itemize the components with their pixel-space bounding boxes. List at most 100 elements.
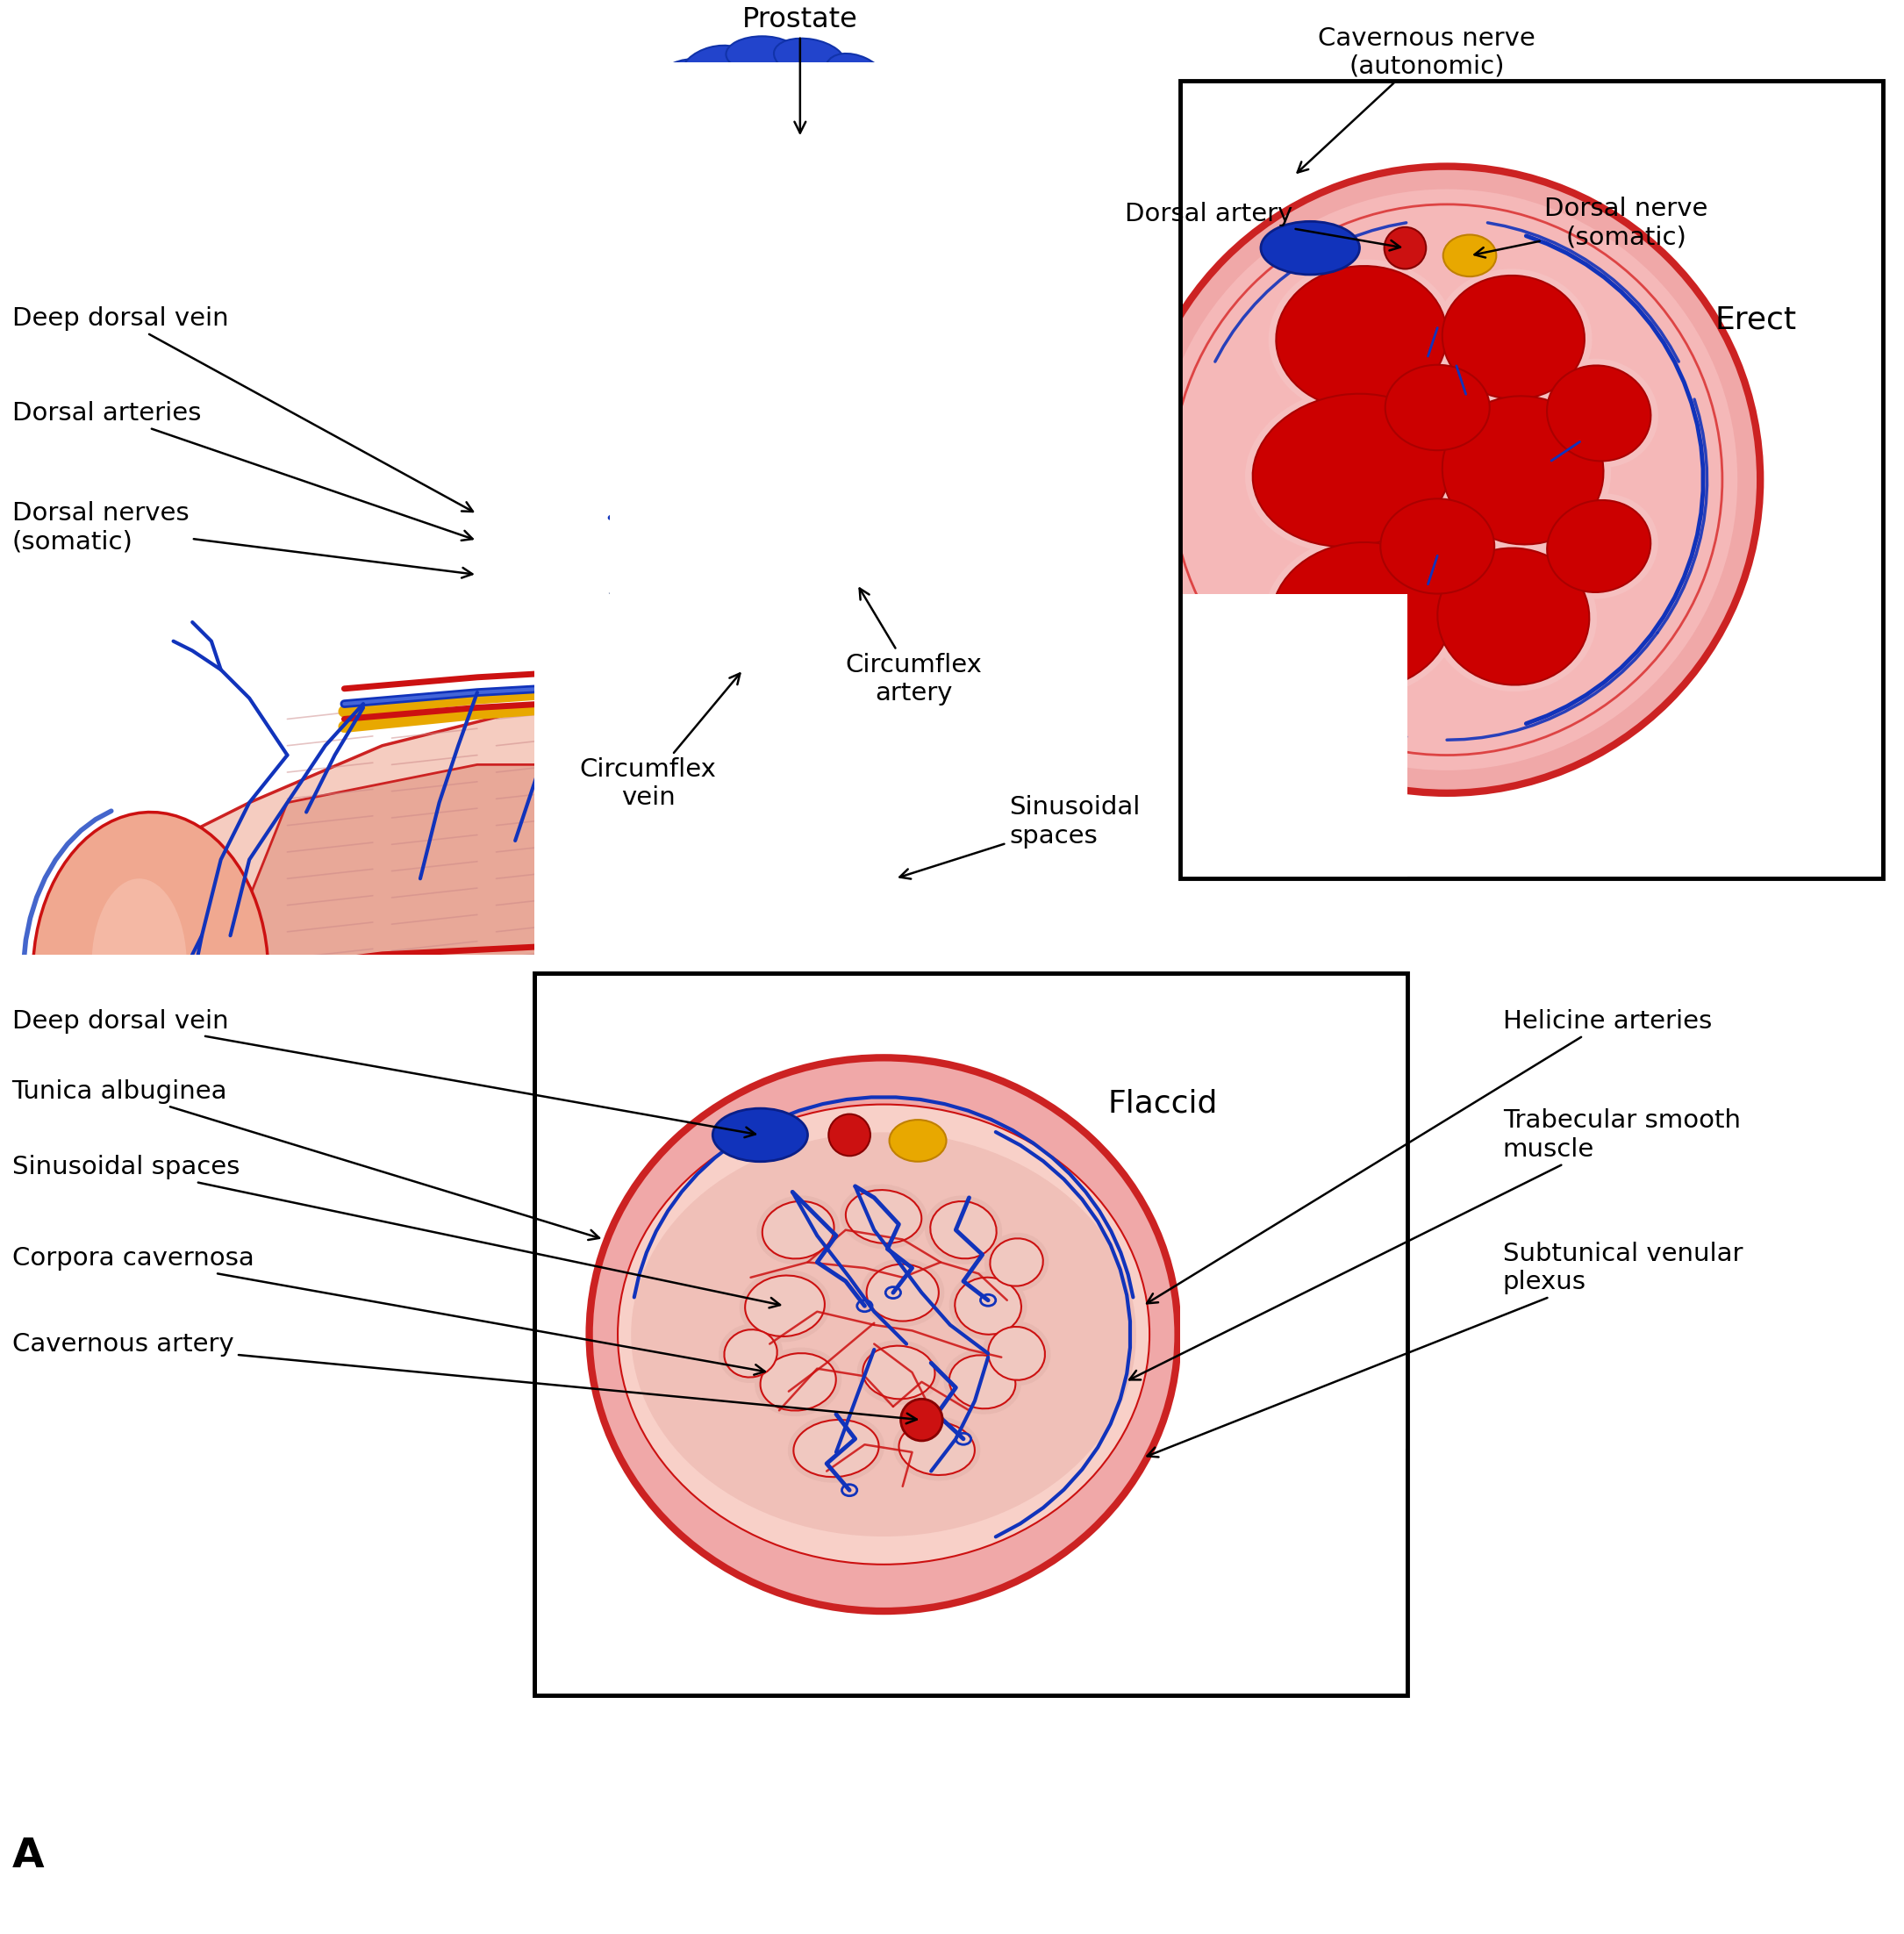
Ellipse shape [956,1276,1021,1334]
Ellipse shape [863,1346,935,1398]
Ellipse shape [950,1273,1026,1340]
Ellipse shape [893,1416,981,1481]
Text: Circumflex
artery: Circumflex artery [845,588,982,706]
Bar [609,62,1180,897]
Ellipse shape [866,1265,939,1321]
Ellipse shape [1245,387,1458,553]
Ellipse shape [1373,491,1502,600]
Text: Deep dorsal vein: Deep dorsal vein [11,306,472,513]
Text: Cavernous nerve
(autonomic): Cavernous nerve (autonomic) [1297,25,1535,172]
Ellipse shape [1133,166,1761,793]
Ellipse shape [1156,190,1738,770]
Ellipse shape [630,1131,1137,1536]
Ellipse shape [828,1114,870,1157]
Ellipse shape [857,1340,941,1404]
Ellipse shape [984,1232,1049,1292]
Polygon shape [249,764,1161,1077]
Ellipse shape [874,85,923,133]
Text: Helicine arteries: Helicine arteries [1146,1010,1712,1304]
Ellipse shape [796,153,863,219]
Ellipse shape [773,39,845,77]
Ellipse shape [718,1325,783,1383]
Polygon shape [32,812,268,1135]
Ellipse shape [733,70,790,112]
Ellipse shape [1386,366,1489,451]
Ellipse shape [1540,493,1658,600]
Ellipse shape [1430,542,1597,692]
Ellipse shape [739,1271,830,1342]
Ellipse shape [644,60,710,110]
Ellipse shape [1276,267,1447,408]
Ellipse shape [982,1321,1051,1387]
Text: Sinusoidal
spaces: Sinusoidal spaces [901,795,1140,878]
Polygon shape [914,118,1521,1011]
Ellipse shape [840,1184,927,1249]
Text: Subtunical venular
plexus: Subtunical venular plexus [1148,1242,1742,1456]
Ellipse shape [931,1201,996,1259]
Polygon shape [249,946,1104,1116]
Ellipse shape [744,1275,824,1336]
Bar [1180,878,1883,1449]
Ellipse shape [756,1195,840,1265]
Ellipse shape [760,1354,836,1410]
Text: Dorsal nerve
(somatic): Dorsal nerve (somatic) [1474,197,1708,257]
Ellipse shape [944,1350,1021,1414]
Ellipse shape [861,1259,944,1327]
Text: A: A [11,1835,44,1876]
Ellipse shape [990,1238,1043,1286]
Ellipse shape [725,37,798,72]
Ellipse shape [901,1398,942,1441]
Text: Corpora cavernosa: Corpora cavernosa [11,1245,765,1375]
Ellipse shape [1260,220,1359,275]
Ellipse shape [588,1058,1179,1611]
Polygon shape [628,58,933,306]
Ellipse shape [1438,547,1590,685]
Ellipse shape [1384,226,1426,269]
Text: Flaccid: Flaccid [1108,1089,1219,1118]
Bar [1883,62,1904,897]
Ellipse shape [845,1189,922,1244]
Ellipse shape [724,95,819,190]
Bar [1180,81,1883,878]
Ellipse shape [1443,396,1603,545]
Ellipse shape [91,878,187,1050]
Text: Circumflex
vein: Circumflex vein [579,673,741,810]
Bar [535,1696,1407,1934]
Ellipse shape [1264,536,1458,698]
Text: Cavernous artery: Cavernous artery [11,1333,916,1423]
Ellipse shape [1272,542,1451,690]
Text: Sinusoidal spaces: Sinusoidal spaces [11,1155,781,1307]
Text: Dorsal artery: Dorsal artery [1125,201,1399,251]
Ellipse shape [762,1201,834,1259]
Ellipse shape [1540,358,1658,468]
Ellipse shape [617,1104,1150,1565]
Bar [535,973,1407,1696]
Ellipse shape [925,1195,1002,1265]
Polygon shape [126,679,1238,1259]
Ellipse shape [699,161,756,220]
Ellipse shape [826,54,889,101]
Ellipse shape [1441,275,1584,398]
Ellipse shape [788,1414,885,1483]
Text: Deep dorsal vein: Deep dorsal vein [11,1010,756,1137]
Ellipse shape [682,44,746,85]
Ellipse shape [988,1327,1045,1381]
Text: Prostate: Prostate [743,6,859,133]
Ellipse shape [1380,499,1495,594]
Bar [1180,81,1883,878]
Ellipse shape [824,89,872,130]
Polygon shape [97,1164,1238,1373]
Ellipse shape [754,1348,842,1416]
Text: Erect: Erect [1716,306,1797,335]
Ellipse shape [1268,259,1455,416]
Ellipse shape [1548,501,1651,592]
Ellipse shape [724,1329,777,1377]
Ellipse shape [1378,358,1497,456]
Bar [535,973,1407,1696]
Text: Dorsal nerves
(somatic): Dorsal nerves (somatic) [11,501,472,578]
Ellipse shape [794,1420,880,1478]
Text: Tunica albuginea: Tunica albuginea [11,1079,600,1240]
Ellipse shape [1443,234,1497,277]
Ellipse shape [950,1356,1015,1408]
Polygon shape [609,574,733,698]
